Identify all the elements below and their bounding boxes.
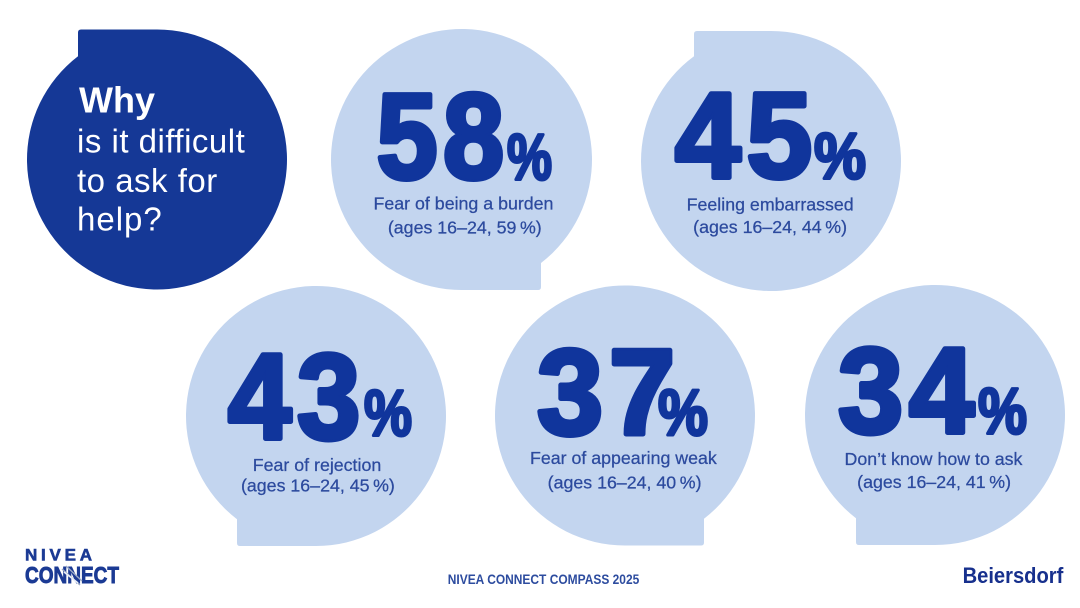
svg-text:NIVEA: NIVEA	[25, 546, 92, 565]
svg-text:%: %	[507, 121, 552, 194]
svg-text:help?: help?	[77, 201, 163, 238]
svg-text:Feeling embarrassed: Feeling embarrassed	[687, 194, 854, 214]
svg-text:%: %	[658, 376, 708, 449]
svg-text:(ages 16–24, 59 %): (ages 16–24, 59 %)	[388, 218, 542, 238]
svg-text:is it difficult: is it difficult	[77, 123, 245, 160]
svg-text:(ages 16–24, 40 %): (ages 16–24, 40 %)	[548, 472, 702, 492]
svg-text:to ask for: to ask for	[77, 162, 218, 199]
svg-text:(ages 16–24, 45 %): (ages 16–24, 45 %)	[241, 476, 395, 496]
svg-text:Beiersdorf: Beiersdorf	[963, 563, 1064, 588]
svg-text:Fear of rejection: Fear of rejection	[253, 455, 381, 475]
svg-text:58: 58	[377, 69, 510, 205]
svg-text:37: 37	[537, 324, 681, 460]
svg-text:%: %	[364, 377, 412, 450]
svg-text:Why: Why	[79, 80, 155, 121]
svg-text:(ages 16–24, 44 %): (ages 16–24, 44 %)	[693, 217, 847, 237]
svg-text:%: %	[814, 120, 866, 193]
svg-text:45: 45	[675, 68, 818, 204]
svg-text:34: 34	[838, 323, 980, 459]
svg-text:Don’t know how to ask: Don’t know how to ask	[845, 449, 1023, 469]
svg-text:CONNECT: CONNECT	[25, 562, 119, 588]
svg-text:43: 43	[228, 329, 366, 465]
svg-text:Fear of being a burden: Fear of being a burden	[374, 194, 554, 214]
svg-text:%: %	[978, 375, 1027, 448]
svg-text:(ages 16–24, 41 %): (ages 16–24, 41 %)	[857, 472, 1011, 492]
svg-text:Fear of appearing weak: Fear of appearing weak	[530, 448, 717, 468]
svg-text:NIVEA CONNECT COMPASS 2025: NIVEA CONNECT COMPASS 2025	[448, 572, 640, 587]
